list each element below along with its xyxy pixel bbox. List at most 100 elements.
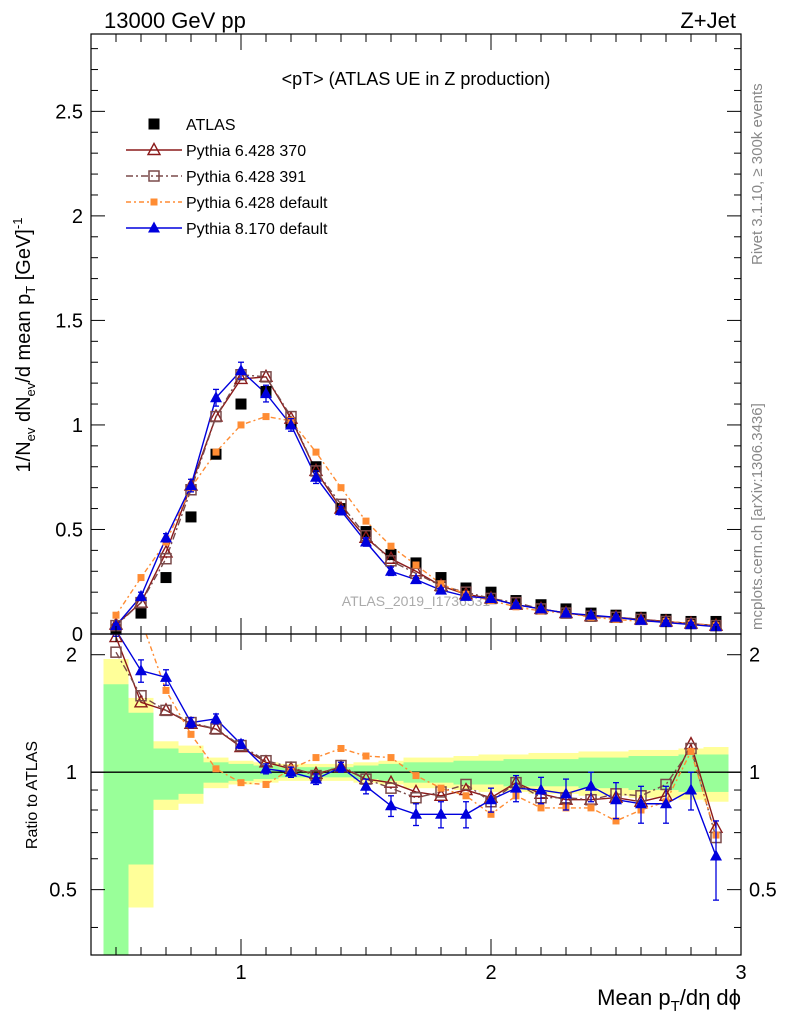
y-tick-label: 0.5	[55, 519, 83, 541]
process-label: Z+Jet	[680, 8, 736, 33]
ratio-point-p8_default	[135, 664, 147, 676]
data-point-p8_default	[510, 598, 522, 610]
data-point-atlas	[310, 461, 322, 473]
ratio-point-p8_default	[710, 849, 722, 861]
x-tick-label: 3	[735, 962, 746, 984]
ratio-point-p8_default	[310, 772, 322, 784]
energy-label: 13000 GeV pp	[104, 8, 246, 33]
ratio-point-p6_391	[160, 704, 172, 717]
ratio-point-p8_default	[460, 807, 472, 819]
ratio-point-p6_370	[383, 774, 399, 788]
ratio-point-p8_default	[235, 737, 247, 749]
data-point-p6_default	[412, 561, 420, 569]
x-tick-label: 2	[485, 962, 496, 984]
series-line-p8_default	[115, 369, 717, 628]
data-point-p8_default	[110, 619, 122, 631]
data-point-p6_default	[212, 448, 220, 456]
legend-label: Pythia 6.428 default	[186, 195, 328, 212]
data-point-atlas	[235, 398, 247, 410]
data-point-p8_default	[685, 618, 697, 630]
legend-marker	[148, 221, 160, 233]
uncertainty-band-inner	[703, 754, 729, 792]
ratio-point-p6_default	[212, 765, 220, 773]
data-point-p8_default	[360, 535, 372, 547]
legend-label: Pythia 6.428 391	[186, 169, 306, 186]
ratio-point-p8_default	[260, 762, 272, 774]
data-point-p8_default	[335, 504, 347, 516]
ratio-point-p6_default	[337, 744, 345, 752]
ratio-point-p6_default	[113, 518, 120, 525]
ratio-point-p8_default	[585, 779, 597, 791]
data-point-p8_default	[285, 418, 297, 430]
ratio-point-p8_default	[360, 779, 372, 791]
data-point-p8_default	[310, 470, 322, 482]
ratio-point-p6_default	[537, 804, 545, 812]
ratio-point-p6_default	[387, 754, 395, 762]
ratio-point-p6_default	[412, 772, 420, 780]
legend-marker	[146, 142, 162, 156]
data-point-p6_default	[112, 611, 120, 619]
legend-marker	[148, 118, 160, 130]
ratio-point-p8_default	[160, 670, 172, 682]
legend-entry-p6_391: Pythia 6.428 391	[126, 169, 306, 186]
ratio-point-p8_default	[685, 783, 697, 795]
legend-label: ATLAS	[186, 117, 236, 134]
ratio-point-p6_391	[410, 791, 422, 804]
ratio-point-p6_default	[437, 784, 445, 792]
side-label-top: Rivet 3.1.10, ≥ 300k events	[749, 83, 766, 265]
data-point-atlas	[160, 572, 172, 584]
ratio-axis-label: Ratio to ATLAS	[24, 741, 41, 849]
data-point-p6_370	[158, 544, 174, 558]
ratio-frame	[90, 633, 742, 956]
ratio-point-p6_default	[487, 810, 495, 818]
data-point-p8_default	[235, 364, 247, 376]
data-point-p6_default	[337, 484, 345, 492]
ratio-point-p8_default	[485, 793, 497, 805]
data-point-p8_default	[210, 391, 222, 403]
data-point-p8_default	[660, 616, 672, 628]
ratio-point-p6_default	[612, 817, 620, 825]
data-point-p8_default	[610, 610, 622, 622]
data-point-atlas	[385, 549, 397, 561]
data-point-p6_default	[312, 448, 320, 456]
ratio-point-p6_default	[262, 780, 270, 788]
ratio-point-p8_default	[660, 797, 672, 809]
data-point-p8_default	[135, 589, 147, 601]
data-point-p8_default	[260, 387, 272, 399]
ratio-point-p6_default	[362, 752, 370, 760]
data-point-p8_default	[710, 620, 722, 632]
data-point-p6_default	[362, 517, 370, 525]
data-point-p6_391	[260, 371, 272, 383]
y-tick-label: 0	[72, 624, 83, 646]
uncertainty-band-inner	[128, 712, 154, 865]
ratio-point-p8_default	[335, 760, 347, 772]
legend-entry-p6_370: Pythia 6.428 370	[126, 142, 306, 160]
data-point-p8_default	[585, 608, 597, 620]
data-point-p6_default	[262, 413, 270, 421]
x-tick-label: 1	[235, 962, 246, 984]
ratio-point-p6_default	[187, 730, 195, 738]
ratio-point-p8_default	[285, 765, 297, 777]
x-axis-label: Mean pT/dη dϕ	[597, 985, 741, 1015]
ratio-point-p6_370	[408, 783, 424, 798]
ratio-point-p6_391	[110, 646, 122, 658]
ratio-point-p6_default	[462, 792, 470, 800]
ratio-y-tick-label-right: 0.5	[749, 880, 777, 902]
ratio-point-p8_default	[210, 712, 222, 724]
data-point-p6_370	[233, 370, 249, 385]
data-point-p8_default	[185, 479, 197, 491]
ratio-point-p6_370	[433, 787, 449, 801]
ratio-point-p8_default	[185, 716, 197, 728]
ratio-point-p8_default	[435, 807, 447, 819]
watermark: ATLAS_2019_I1736531	[342, 593, 491, 609]
ratio-point-p8_default	[535, 783, 547, 795]
data-point-p6_370	[383, 550, 399, 564]
ratio-point-p6_default	[312, 754, 320, 762]
ratio-y-tick-label: 0.5	[49, 880, 77, 902]
data-point-p6_default	[387, 542, 395, 550]
y-tick-label: 2.5	[55, 101, 83, 123]
plot-title: <pT> (ATLAS UE in Z production)	[282, 69, 551, 89]
ratio-point-p8_default	[560, 787, 572, 799]
uncertainty-band-inner	[103, 684, 129, 955]
